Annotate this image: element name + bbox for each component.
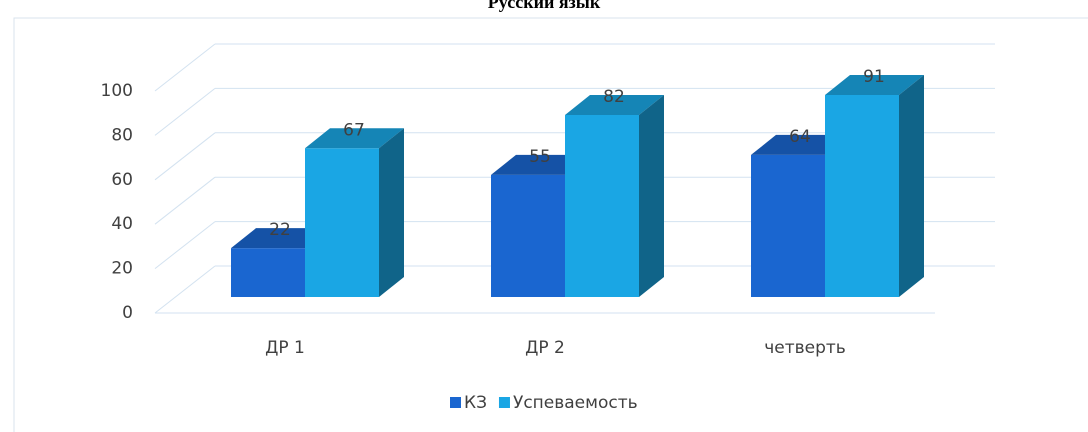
- y-tick-label: 80: [111, 125, 133, 145]
- bar-side: [639, 94, 664, 298]
- bar-front: [565, 114, 639, 298]
- x-tick-label: четверть: [764, 338, 846, 358]
- bar-front: [825, 94, 899, 297]
- x-tick-label: ДР 2: [525, 338, 565, 358]
- grid-line: [154, 43, 216, 92]
- legend-swatch: [450, 397, 461, 408]
- chart-title: Русский язык: [488, 0, 601, 12]
- y-tick-label: 40: [111, 214, 133, 234]
- grid-line: [154, 176, 216, 225]
- y-tick-label: 100: [101, 81, 133, 101]
- legend-label: Успеваемость: [513, 393, 638, 413]
- grid-line: [154, 265, 216, 314]
- legend-swatch: [498, 397, 510, 408]
- y-tick-label: 0: [122, 303, 133, 323]
- data-label: 82: [603, 87, 625, 107]
- bar-side: [379, 128, 404, 297]
- bar-front: [491, 174, 565, 297]
- grid-line: [154, 88, 216, 136]
- bar-top: [305, 128, 404, 149]
- data-label: 67: [343, 120, 365, 140]
- bar-top: [565, 94, 664, 115]
- y-tick-label: 20: [111, 259, 133, 279]
- grid-line: [154, 132, 216, 181]
- x-tick-label: ДР 1: [265, 338, 305, 358]
- bar-front: [305, 148, 379, 297]
- bar-top: [825, 74, 924, 95]
- grid-line: [154, 221, 216, 269]
- bar-side: [899, 74, 924, 297]
- bar-front: [231, 248, 305, 297]
- data-label: 55: [529, 147, 551, 167]
- data-label: 91: [863, 67, 885, 87]
- y-tick-label: 60: [111, 170, 133, 190]
- data-label: 22: [269, 220, 291, 240]
- chart-border: [13, 17, 1088, 432]
- legend-label: КЗ: [464, 393, 487, 413]
- data-label: 64: [789, 127, 811, 147]
- bar-front: [751, 154, 825, 297]
